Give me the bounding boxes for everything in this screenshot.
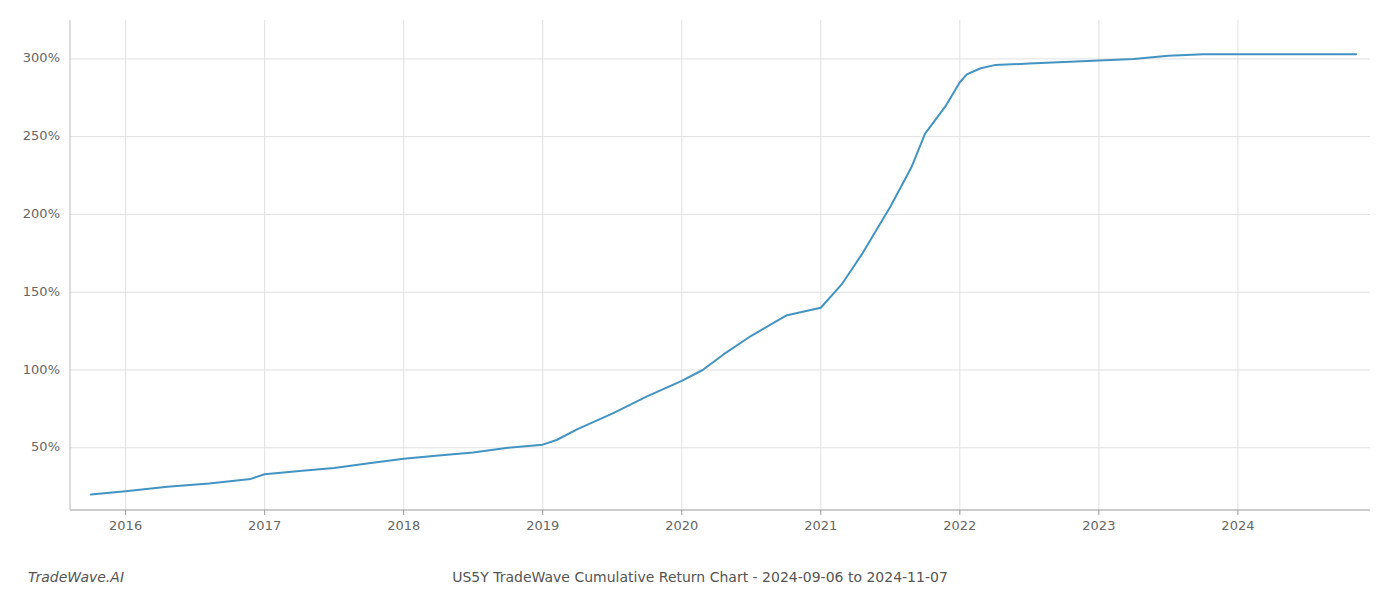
page: {"chart_data": {"type": "line", "title":…: [0, 0, 1400, 600]
x-tick-mark: [1237, 510, 1238, 515]
x-tick-label: 2018: [387, 518, 420, 533]
y-tick-label: 250%: [23, 128, 60, 143]
plot-area: [91, 54, 1356, 494]
x-axis-line: [70, 510, 1370, 511]
texts: US5Y TradeWave Cumulative Return Chart -…: [28, 569, 948, 585]
x-tick-mark: [820, 510, 821, 515]
x-grid-line: [403, 20, 404, 510]
y-tick-label: 100%: [23, 362, 60, 377]
x-tick-mark: [1098, 510, 1099, 515]
y-tick-label: 150%: [23, 284, 60, 299]
x-grid-line: [681, 20, 682, 510]
x-grid-line: [959, 20, 960, 510]
x-tick-label: 2020: [665, 518, 698, 533]
line: [91, 54, 1356, 494]
x-tick-mark: [959, 510, 960, 515]
x-grid-line: [264, 20, 265, 510]
axes: 50% 100% 150% 200% 250% 300% 2016 2017 2018 2019 2…: [23, 20, 1370, 533]
y-axis-line: [70, 20, 71, 510]
y-tick-label: 50%: [31, 439, 60, 454]
x-tick-mark: [542, 510, 543, 515]
x-tick-label: 2016: [109, 518, 142, 533]
x-tick-label: 2024: [1221, 518, 1254, 533]
chart: 50% 100% 150% 200% 250% 300% 2016 2017 2018 2019 2…: [0, 0, 1400, 600]
x-grid-line: [125, 20, 126, 510]
watermark: TradeWave.AI: [28, 569, 124, 585]
x-tick-mark: [403, 510, 404, 515]
x-tick-label: 2021: [804, 518, 837, 533]
y-tick-label: 200%: [23, 206, 60, 221]
grid: [70, 20, 1370, 510]
x-tick-label: 2022: [943, 518, 976, 533]
x-tick-mark: [125, 510, 126, 515]
x-tick-mark: [681, 510, 682, 515]
x-grid-line: [1098, 20, 1099, 510]
x-tick-mark: [264, 510, 265, 515]
x-grid-line: [820, 20, 821, 510]
title: US5Y TradeWave Cumulative Return Chart -…: [452, 569, 948, 585]
y-tick-label: 300%: [23, 50, 60, 65]
x-tick-label: 2019: [526, 518, 559, 533]
x-tick-label: 2017: [248, 518, 281, 533]
x-grid-line: [542, 20, 543, 510]
x-grid-line: [1237, 20, 1238, 510]
background: [0, 0, 1400, 600]
x-tick-label: 2023: [1082, 518, 1115, 533]
